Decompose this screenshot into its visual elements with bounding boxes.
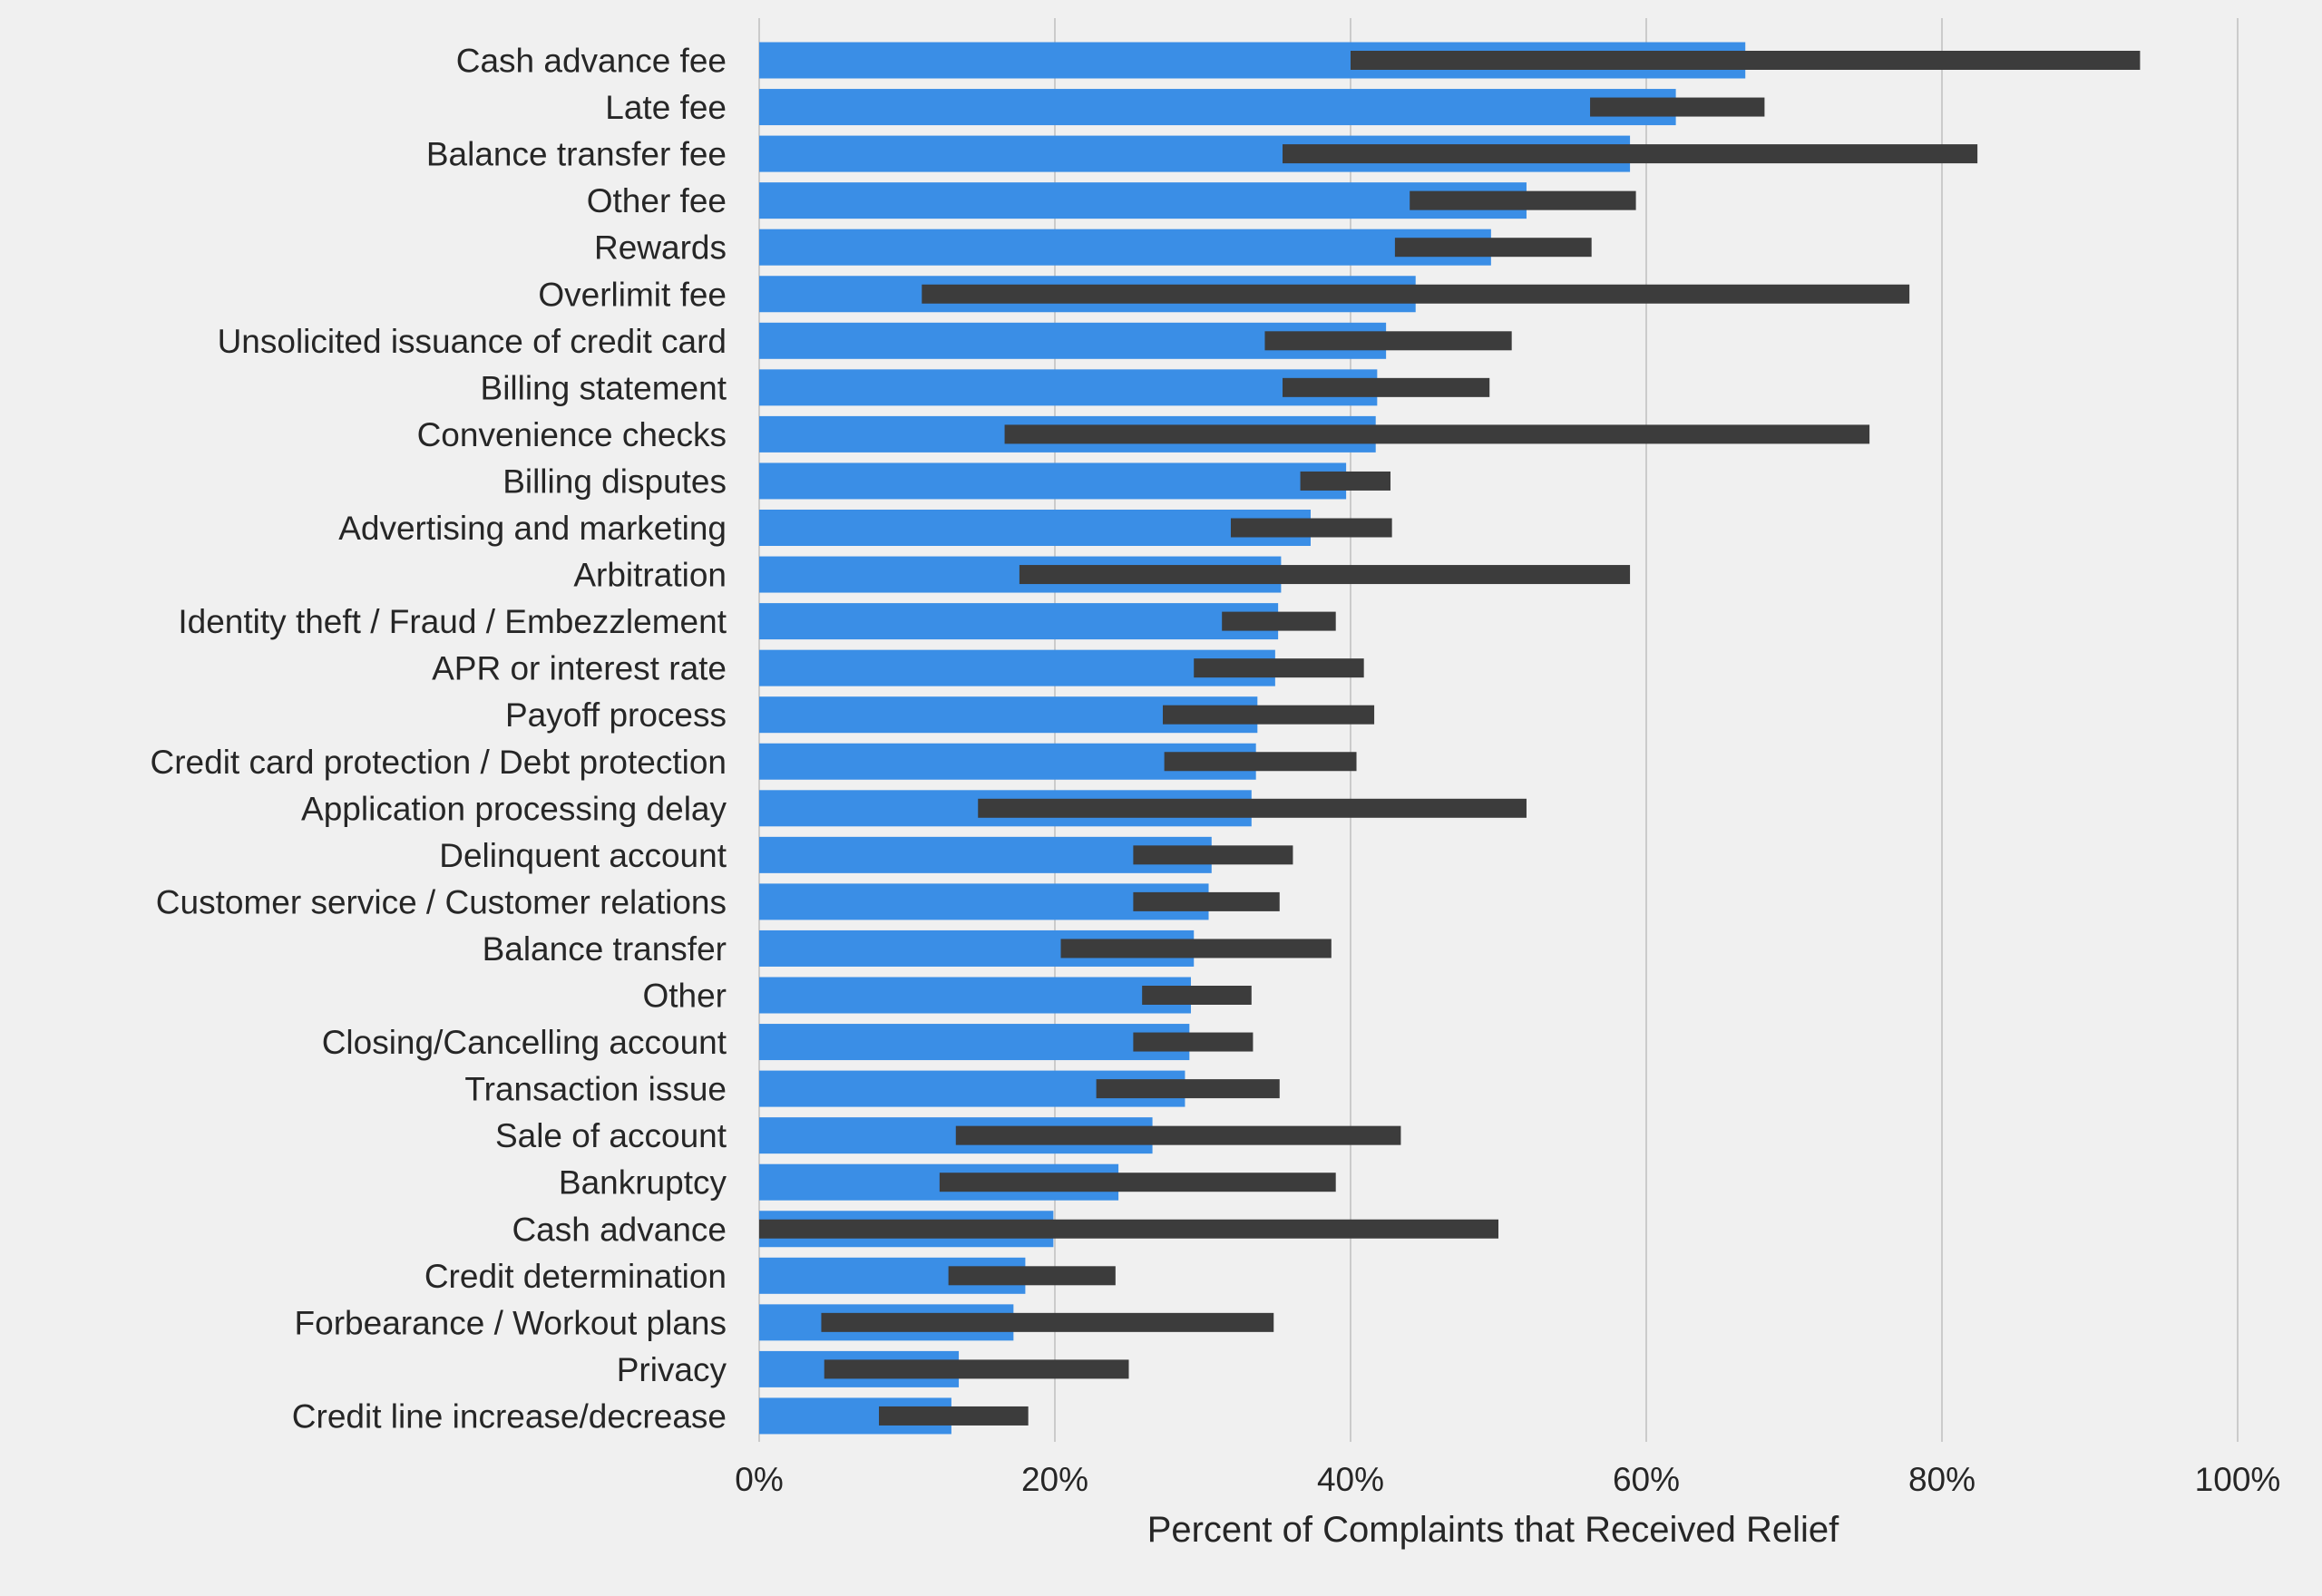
category-label: Closing/Cancelling account: [322, 1024, 727, 1061]
error-bar: [1283, 377, 1490, 397]
error-bar: [1300, 471, 1391, 491]
error-bar: [1060, 939, 1332, 959]
bar: [759, 1024, 1190, 1061]
error-bar: [1142, 986, 1252, 1005]
category-label: Other: [642, 978, 727, 1015]
category-label: Transaction issue: [464, 1071, 727, 1108]
error-bar: [1590, 97, 1765, 117]
error-bar: [1394, 238, 1592, 258]
error-bar: [1222, 611, 1336, 631]
error-bar: [1194, 658, 1364, 678]
error-bar: [939, 1173, 1336, 1192]
category-label: Credit card protection / Debt protection: [151, 744, 727, 781]
category-label: Forbearance / Workout plans: [295, 1304, 727, 1341]
error-bar: [1410, 190, 1636, 210]
category-label: Balance transfer: [483, 930, 727, 968]
category-label: Credit line increase/decrease: [292, 1397, 727, 1435]
category-label: Rewards: [594, 229, 727, 267]
category-label: Cash advance fee: [456, 43, 727, 80]
category-label: Payoff process: [505, 696, 727, 734]
x-tick-label: 80%: [1908, 1461, 1976, 1498]
x-tick-label: 60%: [1613, 1461, 1680, 1498]
error-bar: [1164, 752, 1357, 772]
category-label: Bankruptcy: [559, 1164, 727, 1202]
category-label: Delinquent account: [439, 837, 727, 874]
x-tick-label: 20%: [1021, 1461, 1088, 1498]
x-axis-title: Percent of Complaints that Received Reli…: [1147, 1510, 1839, 1550]
category-label: Billing statement: [481, 369, 727, 406]
x-tick-label: 100%: [2195, 1461, 2281, 1498]
bar: [759, 649, 1275, 686]
category-label: Overlimit fee: [538, 276, 727, 313]
category-label: Privacy: [617, 1351, 727, 1388]
category-label: Advertising and marketing: [338, 510, 727, 547]
error-bar: [759, 1219, 1498, 1239]
category-label: Credit determination: [424, 1258, 727, 1295]
error-bar: [1096, 1079, 1280, 1099]
category-label: Identity theft / Fraud / Embezzlement: [178, 603, 727, 640]
error-bar: [1133, 845, 1293, 865]
category-label: Arbitration: [573, 557, 727, 594]
error-bar: [1230, 518, 1392, 538]
error-bar: [1004, 424, 1870, 444]
category-label: Billing disputes: [502, 462, 727, 500]
x-tick-label: 0%: [735, 1461, 783, 1498]
bar: [759, 182, 1527, 219]
error-bar: [1019, 565, 1631, 585]
category-label: Cash advance: [512, 1211, 727, 1248]
x-tick-label: 40%: [1317, 1461, 1384, 1498]
bar: [759, 229, 1491, 266]
category-label: Sale of account: [495, 1117, 727, 1154]
bar: [759, 977, 1191, 1014]
error-bar: [978, 798, 1527, 818]
category-label: Unsolicited issuance of credit card: [218, 323, 727, 360]
error-bar: [1133, 1032, 1254, 1052]
error-bar: [1283, 144, 1978, 164]
category-label: Other fee: [587, 182, 727, 219]
bar: [759, 603, 1279, 640]
error-bar: [824, 1359, 1129, 1379]
bar: [759, 89, 1676, 126]
error-bar: [1351, 51, 2141, 70]
category-label: APR or interest rate: [432, 650, 727, 687]
error-bar: [821, 1312, 1274, 1332]
error-bar: [955, 1125, 1401, 1145]
category-label: Balance transfer fee: [426, 136, 727, 173]
error-bar: [1133, 891, 1280, 911]
error-bar: [1264, 331, 1512, 351]
bar: [759, 462, 1347, 500]
category-labels: Cash advance fee Late fee Balance transfer…: [151, 43, 727, 1435]
category-label: Application processing delay: [301, 790, 727, 827]
x-tick-labels: 0% 20% 40% 60% 80% 100%: [735, 1461, 2280, 1498]
error-bar: [948, 1266, 1116, 1286]
error-bar: [922, 284, 1910, 304]
bar: [759, 510, 1311, 546]
error-bar: [1162, 705, 1375, 725]
bar: [759, 369, 1378, 406]
category-label: Convenience checks: [417, 416, 727, 453]
category-label: Customer service / Customer relations: [156, 883, 727, 920]
error-bar: [879, 1406, 1029, 1426]
category-label: Late fee: [605, 89, 727, 126]
error-bars: [759, 51, 2141, 1426]
